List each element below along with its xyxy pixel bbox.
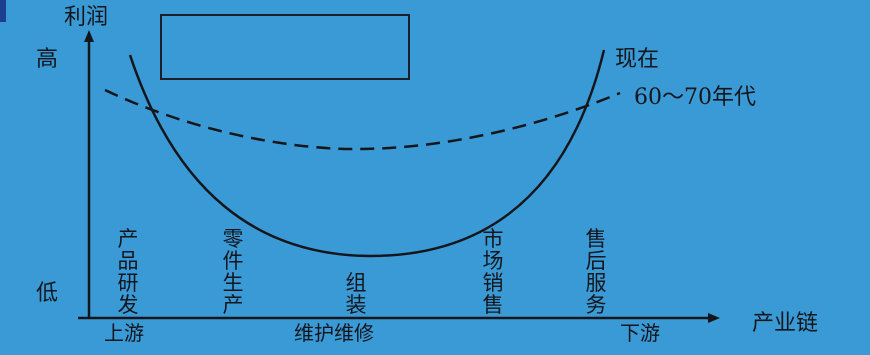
stage-assembly-char: 组: [346, 271, 367, 295]
stage-assembly: 组装: [346, 271, 367, 317]
x-axis-title: 产业链: [752, 311, 818, 336]
empty-box: [160, 14, 410, 80]
y-axis-low-label: 低: [36, 281, 58, 306]
left-edge-mark: [0, 0, 6, 22]
current-curve-label: 现在: [615, 47, 659, 72]
stage-parts-char: 件: [223, 249, 244, 273]
stage-service-char: 售: [586, 227, 607, 251]
y-axis-high-label: 高: [36, 47, 58, 72]
downstream-label: 下游: [620, 321, 660, 345]
stage-marketing-char: 市: [483, 227, 504, 251]
stage-service-char: 服: [586, 271, 607, 295]
stage-service-char: 后: [586, 249, 607, 273]
current-curve: [128, 49, 606, 258]
stage-rnd-char: 品: [118, 249, 139, 273]
stage-marketing-char: 售: [483, 293, 504, 317]
past-curve-label: 60～70年代: [634, 85, 756, 110]
stage-rnd-char: 研: [118, 271, 139, 295]
stage-marketing-char: 销: [483, 271, 504, 295]
stage-rnd-char: 产: [118, 227, 139, 251]
stage-rnd-char: 发: [118, 293, 139, 317]
stage-parts-char: 零: [223, 227, 244, 251]
x-axis-arrow: [708, 313, 720, 323]
stage-service-char: 务: [586, 293, 607, 317]
stage-parts-char: 产: [223, 293, 244, 317]
past-curve: [104, 88, 621, 151]
middle-label: 维护维修: [294, 321, 374, 345]
y-axis-arrow: [84, 30, 94, 42]
stage-assembly-char: 装: [346, 293, 367, 317]
stage-parts-char: 生: [223, 271, 244, 295]
y-axis-title: 利润: [64, 5, 108, 30]
upstream-label: 上游: [104, 321, 144, 345]
stage-marketing-char: 场: [483, 249, 504, 273]
